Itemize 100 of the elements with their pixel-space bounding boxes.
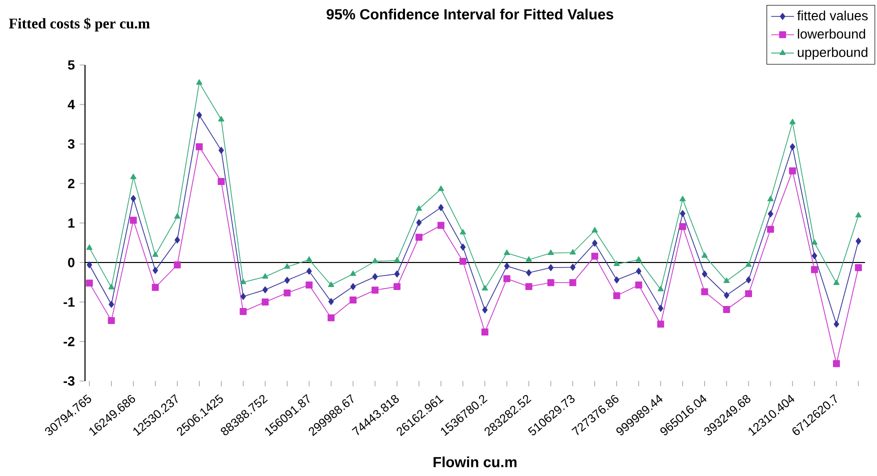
point	[526, 256, 532, 262]
legend-label: fitted values	[797, 10, 868, 20]
point	[768, 210, 774, 218]
point	[613, 292, 620, 300]
point	[679, 223, 686, 230]
point	[394, 283, 400, 290]
y-tick-label: 4	[68, 100, 75, 110]
point	[152, 252, 158, 257]
legend-label: upperbound	[798, 47, 868, 60]
point	[746, 261, 752, 267]
point	[394, 270, 400, 278]
point	[86, 261, 92, 268]
point	[86, 280, 93, 287]
point	[459, 258, 466, 265]
point	[372, 258, 378, 264]
point	[746, 276, 752, 284]
point	[174, 213, 180, 219]
point	[262, 286, 268, 294]
point	[240, 278, 246, 284]
point	[635, 282, 642, 288]
point	[503, 275, 510, 282]
point	[108, 300, 114, 308]
point	[745, 290, 752, 298]
point	[767, 226, 774, 233]
y-tick-label: 2	[68, 178, 74, 188]
point	[460, 229, 466, 234]
point	[130, 195, 136, 202]
point	[680, 196, 686, 202]
point	[657, 320, 664, 328]
y-tick-label: -2	[64, 336, 74, 346]
point	[548, 264, 554, 272]
point	[548, 250, 554, 255]
point	[855, 212, 862, 218]
point	[636, 268, 642, 275]
point	[108, 317, 115, 324]
y-axis-title: Fitted costs $ per cu.m	[8, 18, 150, 32]
point	[438, 204, 444, 212]
point	[790, 143, 796, 150]
point	[218, 146, 224, 154]
point	[658, 304, 664, 312]
y-tick-label: 0	[68, 258, 74, 268]
point	[262, 273, 268, 279]
point	[130, 216, 137, 224]
y-tick-label: 1	[68, 218, 75, 228]
y-tick-label: 3	[68, 139, 74, 149]
point	[328, 298, 334, 306]
point	[108, 284, 114, 290]
point	[372, 273, 378, 280]
point	[592, 240, 598, 247]
y-tick-label: 5	[68, 60, 75, 70]
legend-label: lowerbound	[798, 28, 866, 39]
point	[240, 308, 247, 315]
point	[482, 306, 488, 314]
point	[614, 260, 620, 266]
point	[591, 252, 598, 260]
point	[328, 282, 334, 287]
point	[789, 167, 796, 174]
point	[702, 252, 708, 258]
point	[437, 222, 444, 229]
point	[789, 118, 796, 124]
point	[658, 286, 664, 292]
point	[592, 227, 598, 232]
point	[856, 238, 862, 245]
point	[438, 186, 444, 191]
point	[832, 360, 840, 368]
point	[636, 256, 642, 262]
point	[262, 298, 269, 306]
point	[680, 210, 686, 217]
chart-title: 95% Confidence Interval for Fitted Values	[326, 8, 614, 20]
point	[547, 279, 554, 286]
point	[416, 219, 422, 226]
point	[174, 236, 180, 244]
point	[218, 116, 224, 122]
point	[482, 285, 488, 291]
point	[504, 250, 510, 255]
point	[284, 263, 290, 269]
point	[328, 314, 335, 322]
point	[833, 280, 840, 285]
point	[196, 112, 202, 119]
point	[284, 276, 290, 284]
point	[811, 266, 818, 274]
point	[372, 286, 379, 294]
point	[284, 289, 291, 296]
x-axis-title: Flowin cu.m	[434, 456, 516, 468]
point	[240, 293, 246, 300]
point	[306, 256, 312, 262]
point	[306, 282, 313, 288]
point	[306, 268, 312, 275]
point	[152, 284, 159, 291]
point	[702, 270, 708, 278]
point	[614, 276, 620, 284]
point	[394, 257, 400, 262]
point	[130, 174, 136, 180]
point	[152, 266, 158, 274]
point	[525, 283, 532, 290]
point	[854, 264, 862, 272]
point	[350, 270, 356, 276]
point	[460, 244, 466, 251]
point	[504, 262, 510, 270]
point	[724, 292, 730, 299]
